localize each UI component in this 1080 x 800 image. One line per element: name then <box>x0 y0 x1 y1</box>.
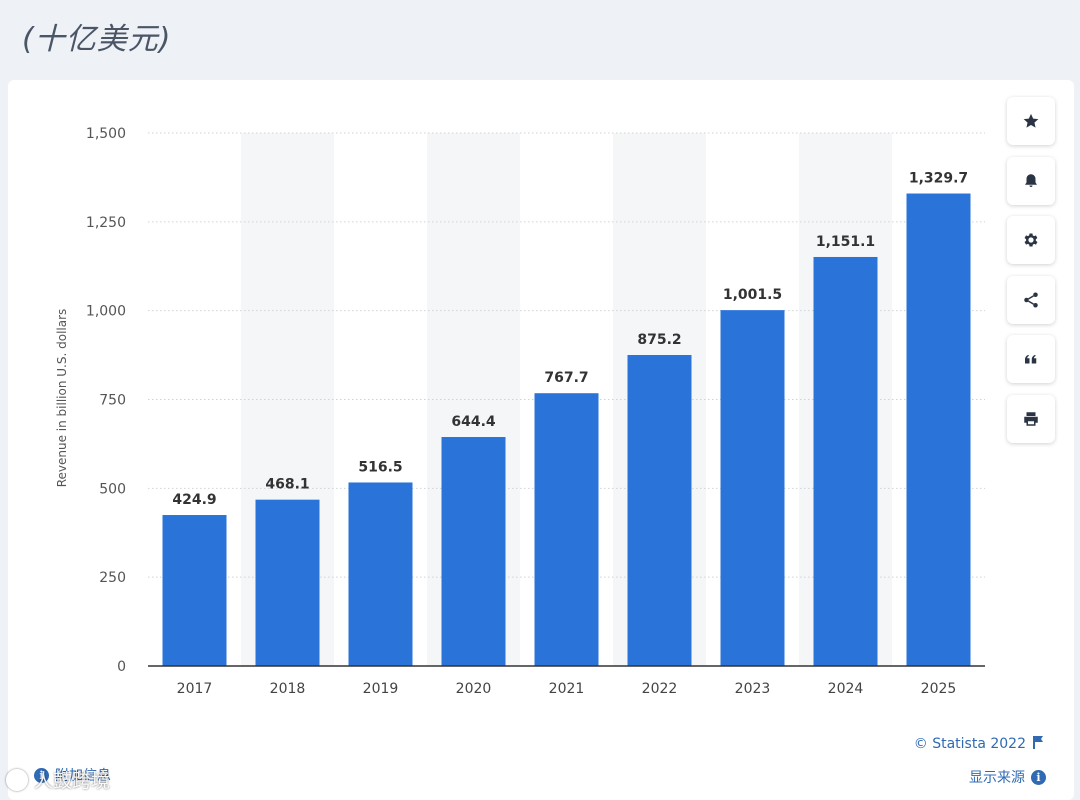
value-label: 516.5 <box>358 459 402 475</box>
bar[interactable] <box>441 437 506 666</box>
y-tick-label: 0 <box>117 659 126 675</box>
value-labels: 424.9 468.1 516.5 644.4 767.7 875.2 1,001.5 1,1… <box>172 171 968 509</box>
x-tick-label: 2024 <box>828 681 864 697</box>
gear-icon <box>1022 231 1040 249</box>
value-label: 1,001.5 <box>723 287 782 303</box>
notification-button[interactable] <box>1007 156 1055 205</box>
y-tick-label: 750 <box>99 393 126 409</box>
revenue-bar-chart: 0 250 500 750 1,000 1,250 1,500 424.9 468.1 516.… <box>55 126 985 697</box>
statista-credit[interactable]: © Statista 2022 <box>914 735 1044 753</box>
value-label: 767.7 <box>544 370 588 386</box>
y-axis-title: Revenue in billion U.S. dollars <box>55 309 69 488</box>
bar[interactable] <box>348 482 413 666</box>
value-label: 424.9 <box>172 492 216 508</box>
credit-text: © Statista 2022 <box>913 736 1026 752</box>
y-tick-label: 1,000 <box>86 304 126 320</box>
x-tick-label: 2019 <box>363 681 399 697</box>
x-tick-label: 2020 <box>456 681 492 697</box>
additional-info-label: 附加信息 <box>55 768 111 784</box>
watermark: 人鼓跨境 <box>6 766 110 793</box>
x-axis-ticks: 2017 2018 2019 2020 2021 2022 2023 2024 2025 <box>177 681 957 697</box>
x-tick-label: 2023 <box>735 681 771 697</box>
value-label: 468.1 <box>265 477 309 493</box>
watermark-logo-icon <box>6 768 28 791</box>
print-button[interactable] <box>1007 394 1055 443</box>
watermark-text: 人鼓跨境 <box>34 770 111 792</box>
info-icon: i <box>1031 769 1046 785</box>
page-title: (十亿美元) <box>22 22 172 57</box>
bars <box>162 193 971 667</box>
bar[interactable] <box>627 355 692 666</box>
bar[interactable] <box>162 515 227 666</box>
x-tick-label: 2018 <box>270 681 306 697</box>
y-axis-ticks: 0 250 500 750 1,000 1,250 1,500 <box>86 126 126 675</box>
value-label: 875.2 <box>637 332 681 348</box>
bar[interactable] <box>813 256 878 666</box>
show-source-link[interactable]: 显示来源 i <box>969 767 1046 787</box>
y-tick-label: 250 <box>99 570 126 586</box>
chart-toolbar <box>1007 97 1055 455</box>
share-icon <box>1022 291 1040 309</box>
bar[interactable] <box>255 499 320 666</box>
value-label: 1,151.1 <box>816 234 875 250</box>
info-icon: i <box>34 767 49 783</box>
y-tick-label: 1,250 <box>86 215 126 231</box>
value-label: 1,329.7 <box>909 171 968 187</box>
x-tick-label: 2017 <box>177 681 213 697</box>
quote-icon <box>1022 350 1040 368</box>
bell-icon <box>1022 172 1040 190</box>
y-tick-label: 1,500 <box>86 126 126 142</box>
bar[interactable] <box>906 193 971 667</box>
source-link-label: 显示来源 <box>969 770 1025 786</box>
x-tick-label: 2021 <box>549 681 585 697</box>
favorite-button[interactable] <box>1007 97 1055 145</box>
cite-button[interactable] <box>1007 335 1055 384</box>
additional-info-link[interactable]: i 附加信息 <box>34 765 111 785</box>
star-icon <box>1022 112 1040 130</box>
bar[interactable] <box>534 393 599 666</box>
bar[interactable] <box>720 310 785 666</box>
x-tick-label: 2022 <box>642 681 678 697</box>
x-tick-label: 2025 <box>921 681 957 697</box>
flag-icon <box>1032 735 1044 753</box>
settings-button[interactable] <box>1007 216 1055 265</box>
value-label: 644.4 <box>451 414 496 430</box>
printer-icon <box>1022 410 1040 428</box>
share-button[interactable] <box>1007 275 1055 324</box>
y-tick-label: 500 <box>99 481 126 497</box>
